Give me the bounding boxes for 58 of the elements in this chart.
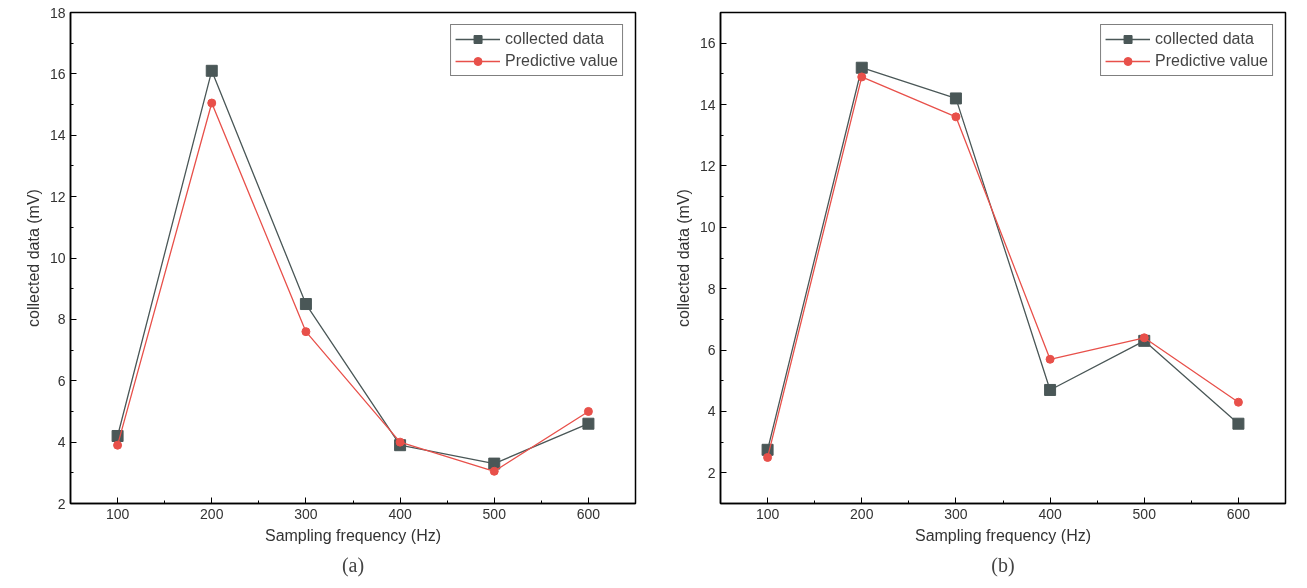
point (395, 437, 405, 447)
point (763, 452, 773, 462)
y-tick-label: 14 (49, 127, 66, 144)
y-tick-label: 16 (49, 65, 66, 82)
point (1139, 333, 1149, 343)
y-tick-label: 12 (699, 157, 716, 174)
y-tick-label: 4 (707, 403, 716, 420)
point (299, 298, 312, 311)
x-tick-label: 100 (105, 505, 130, 522)
point (582, 417, 595, 430)
point (207, 98, 217, 108)
y-tick-label: 8 (57, 311, 66, 328)
x-tick-label: 600 (576, 505, 601, 522)
point (583, 406, 593, 416)
y-tick-label: 16 (699, 35, 716, 52)
point (301, 327, 311, 337)
point (857, 72, 867, 82)
point (1045, 354, 1055, 364)
text: (a) (341, 553, 365, 577)
y-tick-label: 8 (707, 280, 716, 297)
point (949, 92, 962, 105)
x-tick-label: 200 (200, 505, 224, 522)
y-tick-label: 4 (57, 434, 66, 451)
x-tick-label: 300 (294, 505, 318, 522)
y-tick-label: 6 (57, 372, 66, 389)
x-axis-title: Sampling frequency (Hz) (264, 526, 442, 544)
y-tick-label: 14 (699, 96, 716, 113)
y-axis-title: collected data (mV) (674, 189, 692, 327)
x-tick-label: 500 (482, 505, 507, 522)
legend-label: collected data (505, 30, 604, 48)
x-tick-label: 500 (1132, 505, 1157, 522)
x-axis-title: Sampling frequency (Hz) (914, 526, 1092, 544)
point (951, 112, 961, 122)
x-tick-label: 600 (1226, 505, 1251, 522)
point (855, 61, 868, 74)
x-tick-label: 300 (944, 505, 968, 522)
y-tick-label: 12 (49, 188, 66, 205)
point (1044, 383, 1057, 396)
point (489, 466, 499, 476)
y-tick-label: 18 (49, 4, 66, 21)
text: (b) (991, 553, 1015, 577)
x-tick-label: 400 (1038, 505, 1062, 522)
point (205, 64, 218, 77)
x-tick-label: 400 (388, 505, 412, 522)
point (1232, 417, 1245, 430)
x-tick-label: 200 (850, 505, 874, 522)
legend-label: Predictive value (505, 52, 618, 70)
legend-label: collected data (1155, 30, 1254, 48)
y-tick-label: 10 (49, 250, 66, 266)
y-tick-label: 10 (699, 219, 716, 236)
y-tick-label: 6 (707, 342, 716, 359)
y-tick-label: 2 (57, 495, 66, 512)
legend-label: Predictive value (1155, 52, 1268, 70)
point (1233, 397, 1243, 407)
point (113, 440, 123, 450)
y-axis-title: collected data (mV) (24, 189, 42, 327)
x-tick-label: 100 (755, 505, 780, 522)
y-tick-label: 2 (707, 464, 716, 481)
